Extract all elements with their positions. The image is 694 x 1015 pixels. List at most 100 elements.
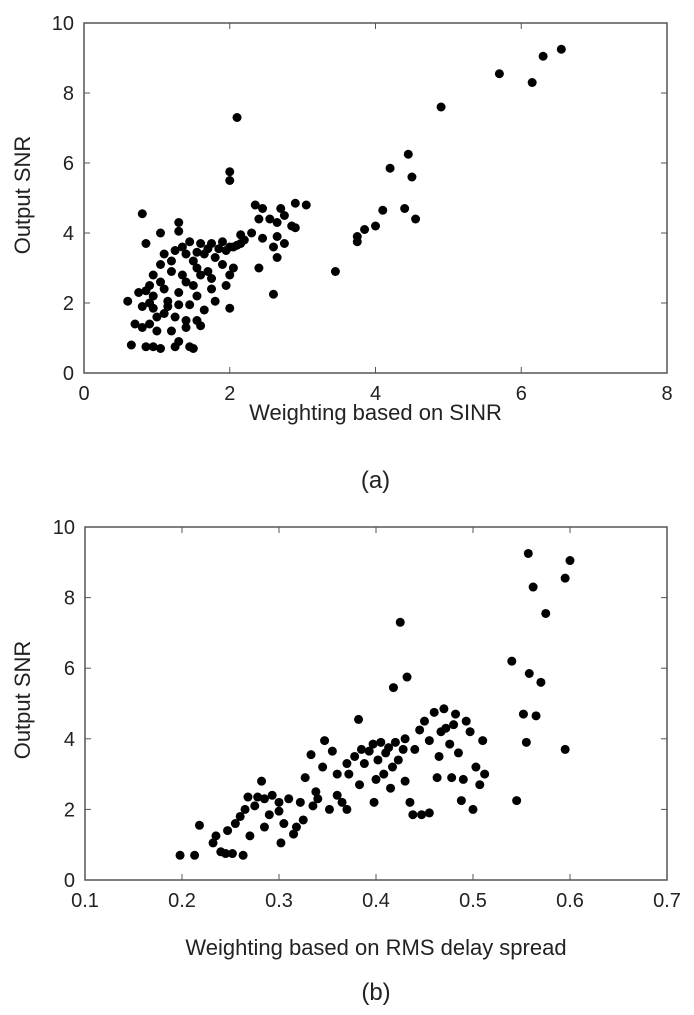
data-point [308, 801, 318, 811]
data-point [137, 302, 147, 311]
data-point [354, 714, 364, 724]
data-point [356, 744, 366, 754]
y-tick-label: 4 [64, 729, 75, 751]
data-point [411, 214, 421, 224]
data-point [388, 683, 398, 693]
data-point [192, 247, 202, 257]
data-point [400, 776, 410, 786]
data-point [166, 326, 176, 336]
x-tick-label: 2 [224, 383, 235, 405]
data-point [524, 668, 534, 678]
data-point [247, 228, 257, 238]
data-point [300, 773, 310, 783]
data-point [400, 734, 410, 744]
data-point [211, 831, 221, 841]
data-point [156, 228, 166, 238]
data-point [458, 774, 468, 784]
data-point [298, 815, 308, 825]
plot-a: 0 2 4 6 8 0 2 4 6 8 10 Weighting based on SINR Outpu… [10, 13, 673, 494]
data-point [166, 267, 176, 276]
data-point [185, 237, 195, 247]
data-point [148, 270, 158, 280]
data-point [159, 249, 169, 259]
data-point [342, 804, 352, 814]
data-point [398, 744, 408, 754]
data-point [199, 249, 209, 259]
data-point [355, 780, 365, 790]
data-point [518, 709, 528, 719]
data-point [429, 707, 439, 717]
data-point [207, 274, 217, 283]
data-point [257, 776, 267, 786]
data-point [276, 838, 286, 848]
data-point [268, 289, 278, 299]
data-point [332, 769, 342, 779]
data-point [175, 850, 185, 860]
data-point [152, 312, 162, 322]
y-tick-label: 2 [63, 293, 74, 315]
data-point [232, 113, 242, 122]
data-point [432, 773, 442, 783]
data-point [227, 849, 237, 859]
y-axis-label: Output SNR [10, 136, 35, 255]
data-point [196, 270, 206, 280]
data-point [284, 794, 294, 804]
data-point [159, 309, 169, 318]
data-point [166, 256, 176, 266]
data-point [181, 316, 191, 325]
x-tick-label: 0.3 [265, 890, 293, 912]
data-point [188, 256, 198, 266]
data-point [196, 239, 206, 248]
x-tick-label: 0.2 [168, 890, 196, 912]
data-point [174, 218, 184, 227]
data-point [274, 797, 284, 807]
data-point [480, 769, 490, 779]
data-point [449, 720, 459, 730]
data-point [402, 672, 412, 682]
data-point [320, 736, 330, 746]
data-point [324, 804, 334, 814]
x-tick-label: 0.1 [71, 890, 99, 912]
data-point [259, 794, 269, 804]
data-point [225, 242, 235, 252]
data-point [272, 218, 282, 227]
data-point [148, 342, 158, 352]
data-point [264, 810, 274, 820]
data-point [387, 762, 397, 772]
data-point [295, 797, 305, 807]
data-point [531, 711, 541, 721]
data-point [434, 751, 444, 761]
data-point [395, 617, 405, 627]
data-point [225, 303, 235, 313]
data-point [420, 716, 429, 726]
data-point [289, 829, 299, 839]
data-point [456, 796, 466, 806]
x-tick-label: 6 [516, 383, 527, 405]
data-point [478, 736, 488, 746]
data-point [417, 810, 427, 820]
data-point [207, 284, 217, 294]
data-point [250, 200, 260, 210]
data-point [447, 773, 457, 783]
data-point [250, 801, 260, 811]
data-point [565, 556, 575, 566]
data-point [130, 319, 140, 329]
data-point [507, 656, 517, 666]
data-point [390, 737, 400, 747]
data-point [272, 253, 282, 262]
data-point [306, 750, 316, 760]
data-point [272, 232, 282, 241]
data-point [276, 204, 286, 213]
data-point [424, 736, 434, 746]
data-point [225, 270, 235, 280]
y-tick-label: 10 [53, 517, 75, 539]
x-tick-label: 0.5 [459, 890, 487, 912]
data-point [174, 288, 184, 297]
data-point [243, 792, 253, 802]
x-tick-label: 0.6 [556, 890, 584, 912]
data-point [556, 44, 566, 54]
data-point [311, 787, 321, 797]
data-point [471, 762, 481, 772]
x-tick-label: 8 [661, 383, 672, 405]
